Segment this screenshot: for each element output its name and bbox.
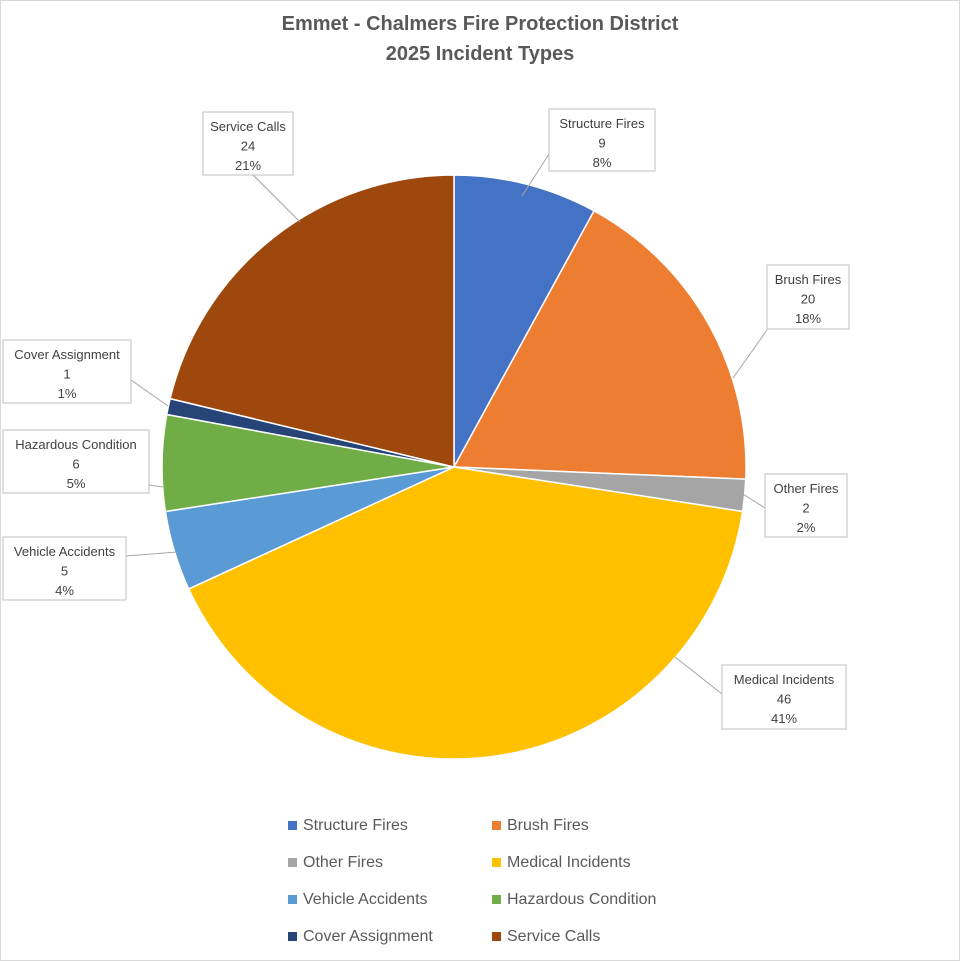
data-label-category-hazardous-condition: Hazardous Condition <box>15 437 136 452</box>
data-label-value-hazardous-condition: 6 <box>72 457 79 472</box>
legend-item-hazardous-condition: Hazardous Condition <box>492 889 708 910</box>
data-label-box-brush-fires <box>766 264 850 330</box>
data-label-percent-vehicle-accidents: 4% <box>55 583 74 598</box>
leader-line-hazardous-condition <box>148 484 164 488</box>
legend-swatch <box>288 821 297 830</box>
data-label-box-cover-assignment <box>2 339 132 404</box>
legend-swatch <box>492 895 501 904</box>
chart-title-line-1: Emmet - Chalmers Fire Protection Distric… <box>281 13 679 35</box>
data-label-percent-structure-fires: 8% <box>593 155 612 170</box>
data-label-category-service-calls: Service Calls <box>210 119 286 134</box>
data-label-box-other-fires <box>764 473 848 538</box>
leader-line-medical-incidents <box>674 656 723 695</box>
data-label-category-structure-fires: Structure Fires <box>559 116 645 131</box>
data-label-percent-cover-assignment: 1% <box>58 386 77 401</box>
legend-item-other-fires: Other Fires <box>288 852 492 873</box>
data-label-value-vehicle-accidents: 5 <box>61 564 68 579</box>
legend-swatch <box>288 932 297 941</box>
legend-swatch <box>288 895 297 904</box>
data-label-percent-hazardous-condition: 5% <box>67 476 86 491</box>
legend-label: Structure Fires <box>303 816 408 834</box>
data-label-value-other-fires: 2 <box>802 501 809 516</box>
legend-item-service-calls: Service Calls <box>492 926 708 947</box>
legend-swatch <box>288 858 297 867</box>
data-label-value-service-calls: 24 <box>241 139 255 154</box>
leader-line-service-calls <box>252 174 301 223</box>
data-label-category-cover-assignment: Cover Assignment <box>14 347 120 362</box>
legend-label: Cover Assignment <box>303 927 433 945</box>
legend-label: Medical Incidents <box>507 853 631 871</box>
legend-item-medical-incidents: Medical Incidents <box>492 852 708 873</box>
data-label-box-medical-incidents <box>721 664 847 730</box>
legend-swatch <box>492 932 501 941</box>
leader-line-cover-assignment <box>130 379 169 407</box>
leader-line-vehicle-accidents <box>125 551 178 557</box>
pie-slice-medical-incidents <box>187 466 744 760</box>
legend-item-cover-assignment: Cover Assignment <box>288 926 492 947</box>
leader-line-other-fires <box>742 493 766 509</box>
data-label-box-service-calls <box>202 111 294 176</box>
chart-title-line-2: 2025 Incident Types <box>385 43 575 65</box>
data-label-percent-medical-incidents: 41% <box>771 711 797 726</box>
legend-label: Service Calls <box>507 927 601 945</box>
pie-slice-structure-fires <box>453 174 596 468</box>
chart-legend: Structure Fires Brush Fires Other Fires … <box>288 815 708 947</box>
legend-label: Hazardous Condition <box>507 890 657 908</box>
data-label-box-structure-fires <box>548 108 656 172</box>
legend-label: Vehicle Accidents <box>303 890 428 908</box>
data-label-value-cover-assignment: 1 <box>63 367 70 382</box>
legend-label: Brush Fires <box>507 816 589 834</box>
data-label-percent-brush-fires: 18% <box>795 311 821 326</box>
data-label-category-brush-fires: Brush Fires <box>775 272 842 287</box>
legend-item-structure-fires: Structure Fires <box>288 815 492 836</box>
data-label-category-vehicle-accidents: Vehicle Accidents <box>14 544 116 559</box>
data-label-percent-service-calls: 21% <box>235 158 261 173</box>
leader-line-structure-fires <box>521 150 552 197</box>
data-label-category-other-fires: Other Fires <box>773 481 839 496</box>
data-label-box-vehicle-accidents <box>2 536 127 601</box>
data-label-value-structure-fires: 9 <box>598 136 605 151</box>
leader-line-brush-fires <box>732 329 768 379</box>
data-label-box-hazardous-condition <box>2 429 150 494</box>
pie-slice-brush-fires <box>452 209 747 480</box>
legend-swatch <box>492 858 501 867</box>
data-label-category-medical-incidents: Medical Incidents <box>734 672 835 687</box>
data-label-value-brush-fires: 20 <box>801 292 815 307</box>
pie-slice-service-calls <box>169 174 455 468</box>
data-label-percent-other-fires: 2% <box>797 520 816 535</box>
legend-item-brush-fires: Brush Fires <box>492 815 708 836</box>
legend-label: Other Fires <box>303 853 384 871</box>
data-label-value-medical-incidents: 46 <box>777 692 791 707</box>
legend-swatch <box>492 821 501 830</box>
legend-item-vehicle-accidents: Vehicle Accidents <box>288 889 492 910</box>
